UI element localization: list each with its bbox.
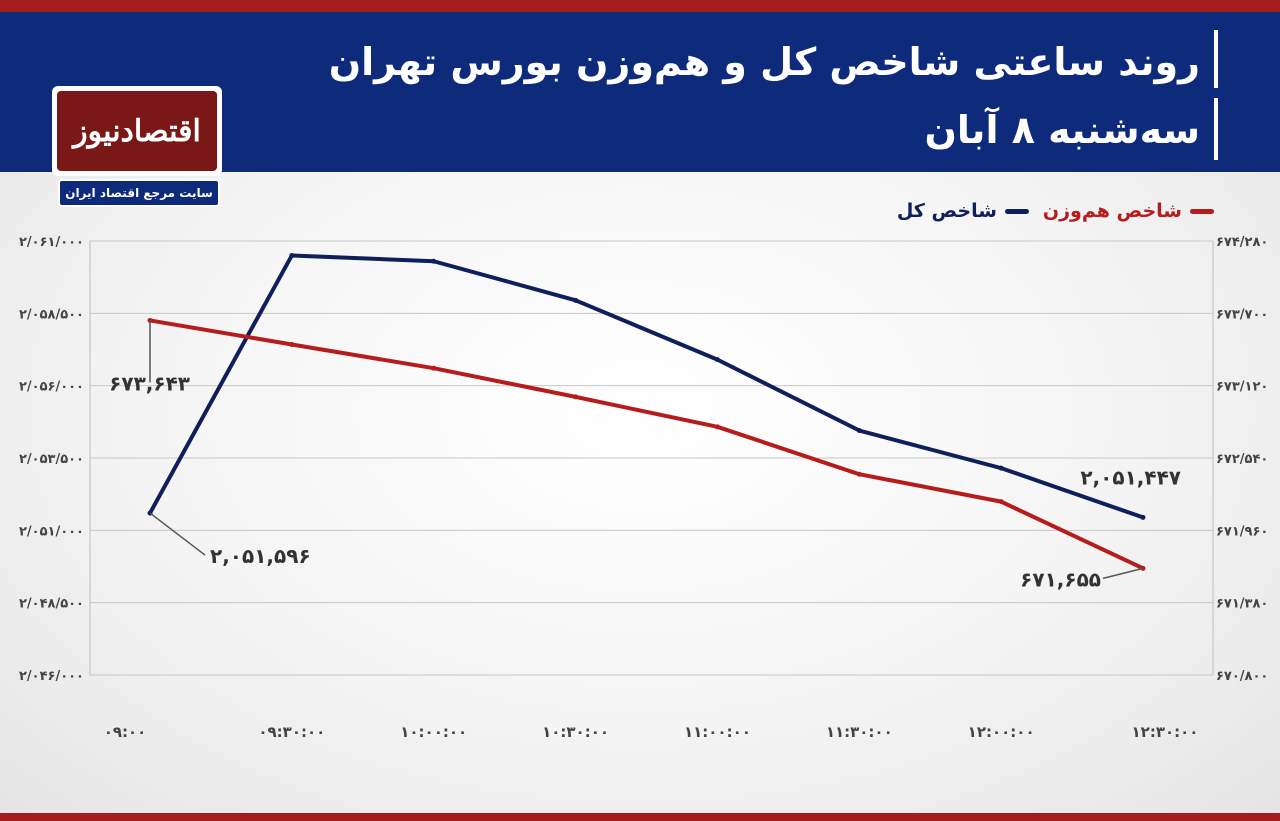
legend-swatch-total-index xyxy=(1004,208,1029,214)
equal-weight-point xyxy=(431,365,437,371)
data-label: ۶۷۳,۶۴۳ xyxy=(109,371,190,395)
page-date: سه‌شنبه ۸ آبان xyxy=(924,108,1200,152)
data-label-leader xyxy=(1102,567,1144,580)
logo-mark: اقتصادنیوز xyxy=(57,91,217,171)
data-label: ۲,۰۵۱,۴۴۷ xyxy=(1080,465,1181,489)
x-axis-tick-label: ۰۹:۳۰:۰۰ xyxy=(258,723,325,741)
right-axis-tick-label: ۶۷۴/۲۸۰ xyxy=(1216,235,1268,250)
logo-name: اقتصادنیوز xyxy=(73,113,201,149)
x-axis-tick-label: ۰۹:۰۰ xyxy=(104,723,147,741)
data-label-leader xyxy=(149,512,206,556)
right-axis-tick-label: ۶۷۰/۸۰۰ xyxy=(1216,669,1268,684)
right-axis-tick-label: ۶۷۳/۷۰۰ xyxy=(1216,307,1268,322)
top-accent-strip xyxy=(0,0,1280,12)
total-index-point xyxy=(431,258,437,264)
x-axis-tick-label: ۱۰:۰۰:۰۰ xyxy=(400,723,467,741)
left-axis-tick-label: ۲/۰۵۶/۰۰۰ xyxy=(19,380,84,395)
x-axis-tick-label: ۱۱:۳۰:۰۰ xyxy=(826,723,893,741)
equal-weight-point xyxy=(289,342,295,348)
legend-label-equal-weight: شاخص هم‌وزن xyxy=(1042,200,1182,222)
equal-weight-point xyxy=(573,394,579,400)
right-axis-tick-label: ۶۷۲/۵۴۰ xyxy=(1216,452,1268,467)
right-axis-tick-label: ۶۷۳/۱۲۰ xyxy=(1216,380,1268,395)
left-axis-tick-label: ۲/۰۵۱/۰۰۰ xyxy=(19,524,84,539)
legend-label-total-index: شاخص کل xyxy=(896,200,997,222)
legend-item-equal-weight: شاخص هم‌وزن xyxy=(1043,200,1214,222)
total-index-point xyxy=(998,465,1004,471)
data-label: ۲,۰۵۱,۵۹۶ xyxy=(210,544,311,568)
equal-weight-point xyxy=(998,499,1004,505)
left-axis-tick-label: ۲/۰۵۳/۵۰۰ xyxy=(19,452,84,467)
equal-weight-point xyxy=(856,471,862,477)
equal-weight-point xyxy=(714,424,720,430)
legend-item-total-index: شاخص کل xyxy=(897,200,1029,222)
equal-weight-line xyxy=(148,318,1145,571)
date-divider xyxy=(1214,98,1218,160)
total-index-point xyxy=(573,297,579,303)
chart-legend: شاخص هم‌وزن شاخص کل xyxy=(883,200,1214,222)
x-axis-tick-label: ۱۲:۳۰:۰۰ xyxy=(1132,723,1199,741)
total-index-point xyxy=(289,252,295,258)
left-axis-tick-label: ۲/۰۶۱/۰۰۰ xyxy=(19,235,84,250)
x-axis-tick-label: ۱۰:۳۰:۰۰ xyxy=(542,723,609,741)
logo-tagline: سایت مرجع اقتصاد ایران xyxy=(58,179,220,207)
page-title: روند ساعتی شاخص کل و هم‌وزن بورس تهران xyxy=(328,40,1200,84)
logo: اقتصادنیوز xyxy=(52,86,222,176)
total-index-point xyxy=(856,428,862,434)
title-divider xyxy=(1214,30,1218,88)
total-index-point xyxy=(714,357,720,363)
total-index-line xyxy=(148,253,1145,520)
x-axis-tick-label: ۱۲:۰۰:۰۰ xyxy=(968,723,1035,741)
data-label: ۶۷۱,۶۵۵ xyxy=(1020,567,1101,591)
right-axis-tick-label: ۶۷۱/۳۸۰ xyxy=(1216,597,1268,612)
left-axis-tick-label: ۲/۰۵۸/۵۰۰ xyxy=(19,307,84,322)
x-axis-tick-label: ۱۱:۰۰:۰۰ xyxy=(684,723,751,741)
left-axis-tick-label: ۲/۰۴۸/۵۰۰ xyxy=(19,597,84,612)
left-axis-tick-label: ۲/۰۴۶/۰۰۰ xyxy=(19,669,84,684)
right-axis-tick-label: ۶۷۱/۹۶۰ xyxy=(1216,524,1268,539)
total-index-point xyxy=(1140,514,1146,520)
bottom-accent-strip xyxy=(0,813,1280,821)
legend-swatch-equal-weight xyxy=(1190,208,1214,214)
